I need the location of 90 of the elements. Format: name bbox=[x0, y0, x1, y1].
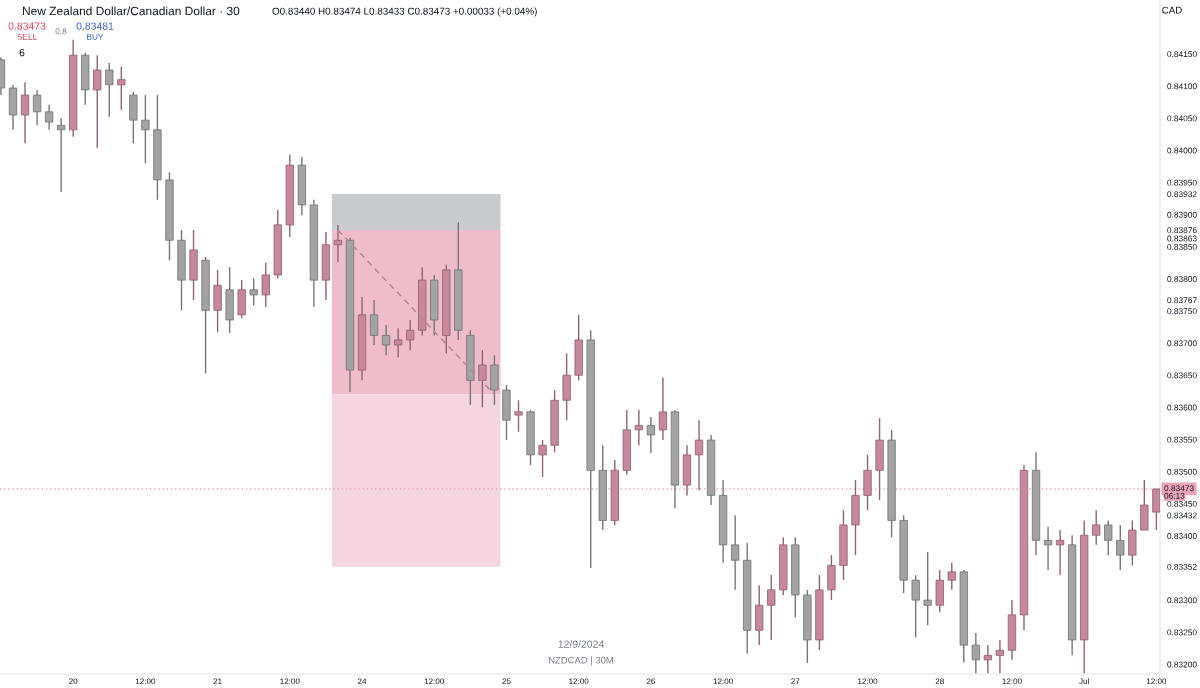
x-tick-label: 12:00 bbox=[569, 678, 589, 685]
y-tick-label: 0.83950 bbox=[1167, 179, 1197, 186]
text: CAD bbox=[1162, 6, 1182, 14]
annotation: 0.83481 bbox=[76, 22, 114, 30]
x-tick-label: 12:00 bbox=[713, 678, 733, 685]
candlestick bbox=[141, 94, 150, 164]
candlestick bbox=[117, 66, 126, 111]
candlestick bbox=[538, 439, 547, 479]
candlestick bbox=[1152, 488, 1160, 531]
x-tick-label: 25 bbox=[502, 678, 511, 685]
candlestick bbox=[1092, 509, 1101, 546]
x-tick-label: 12:00 bbox=[1146, 678, 1167, 685]
candlestick bbox=[1104, 519, 1113, 556]
y-tick-label: 0.83700 bbox=[1167, 340, 1197, 347]
candlestick bbox=[1116, 524, 1125, 571]
candlestick bbox=[20, 81, 30, 144]
ref-line-label: 0.83473 bbox=[1164, 485, 1194, 492]
y-tick-label: 0.83876 bbox=[1167, 227, 1197, 234]
annotation: 0.83473 bbox=[8, 22, 46, 30]
y-tick-label: 0.83600 bbox=[1167, 404, 1197, 411]
y-tick-label: 0.83850 bbox=[1167, 243, 1197, 250]
candlestick bbox=[1055, 529, 1065, 576]
y-tick-label: 0.84000 bbox=[1167, 147, 1197, 154]
y-tick-label: 0.83767 bbox=[1167, 297, 1197, 304]
annotation: BUY bbox=[87, 33, 104, 40]
candlestick bbox=[923, 551, 932, 626]
text: 06:13 bbox=[1164, 492, 1185, 499]
annotation: 0.8 bbox=[55, 28, 67, 35]
y-tick-label: 0.84150 bbox=[1167, 51, 1197, 58]
y-tick-label: 0.83750 bbox=[1167, 308, 1197, 315]
y-tick-label: 0.83450 bbox=[1167, 500, 1197, 507]
y-tick-label: 0.83200 bbox=[1167, 661, 1197, 668]
annotation: 6 bbox=[19, 48, 25, 57]
chart-title: New Zealand Dollar/Canadian Dollar · 30 bbox=[22, 6, 240, 16]
candlestick bbox=[93, 54, 102, 149]
candlestick bbox=[694, 419, 704, 491]
y-tick-label: 0.83550 bbox=[1167, 436, 1197, 443]
y-tick-label: 0.83400 bbox=[1167, 533, 1197, 539]
candlestick bbox=[911, 574, 920, 639]
candlestick bbox=[1043, 526, 1053, 571]
x-tick-label: 12:00 bbox=[424, 678, 445, 685]
y-tick-label: 0.83932 bbox=[1167, 191, 1197, 198]
candlestick bbox=[514, 399, 523, 433]
annotation: SELL bbox=[17, 33, 37, 40]
candlestick bbox=[369, 299, 379, 346]
candlestick bbox=[333, 224, 343, 263]
candlestick bbox=[249, 277, 258, 306]
candlestick bbox=[56, 117, 66, 193]
x-tick-label: Jul bbox=[1079, 678, 1089, 685]
candlestick bbox=[767, 574, 776, 641]
x-tick-label: 27 bbox=[791, 678, 800, 684]
x-tick-label: 28 bbox=[935, 678, 944, 685]
x-tick-label: 12:00 bbox=[1002, 678, 1022, 685]
candlestick bbox=[105, 62, 114, 118]
y-tick-label: 0.83250 bbox=[1167, 629, 1197, 636]
x-tick-label: 26 bbox=[646, 678, 656, 685]
candlestick bbox=[995, 639, 1005, 674]
candlestick bbox=[478, 349, 487, 409]
candlestick bbox=[983, 644, 993, 674]
candlestick bbox=[393, 327, 403, 358]
candlestick bbox=[947, 562, 956, 591]
candlestick bbox=[634, 409, 644, 446]
y-tick-label: 0.83863 bbox=[1167, 235, 1197, 242]
y-tick-label: 0.83800 bbox=[1167, 276, 1197, 282]
annotation: 12/9/2024 bbox=[558, 640, 604, 648]
x-tick-label: 21 bbox=[213, 678, 222, 684]
y-tick-label: 0.84100 bbox=[1167, 83, 1197, 90]
candlestick bbox=[658, 377, 668, 441]
x-tick-label: 20 bbox=[69, 678, 78, 685]
x-tick-label: 24 bbox=[357, 678, 367, 684]
x-tick-label: 12:00 bbox=[135, 678, 156, 685]
y-tick-label: 0.83300 bbox=[1167, 597, 1197, 604]
annotation: O0.83440 H0.83474 L0.83433 C0.83473 +0.00033 (+0.04%) bbox=[272, 7, 537, 17]
candlestick bbox=[44, 104, 54, 131]
candlestick bbox=[646, 416, 656, 454]
y-tick-label: 0.83432 bbox=[1167, 512, 1197, 519]
y-tick-label: 0.83352 bbox=[1167, 563, 1197, 570]
y-tick-label: 0.83650 bbox=[1167, 372, 1197, 379]
y-tick-label: 0.83900 bbox=[1167, 211, 1197, 218]
x-tick-label: 12:00 bbox=[858, 678, 878, 685]
candlestick bbox=[32, 89, 42, 126]
annotation: NZDCAD | 30M bbox=[549, 656, 613, 666]
candlestick bbox=[381, 324, 391, 357]
candlestick bbox=[730, 514, 740, 591]
y-tick-label: 0.83500 bbox=[1167, 468, 1197, 475]
candlestick bbox=[261, 262, 270, 308]
candlestick bbox=[406, 319, 415, 351]
y-tick-label: 0.84050 bbox=[1167, 115, 1197, 122]
x-tick-label: 12:00 bbox=[280, 678, 300, 685]
candlestick bbox=[971, 632, 980, 674]
